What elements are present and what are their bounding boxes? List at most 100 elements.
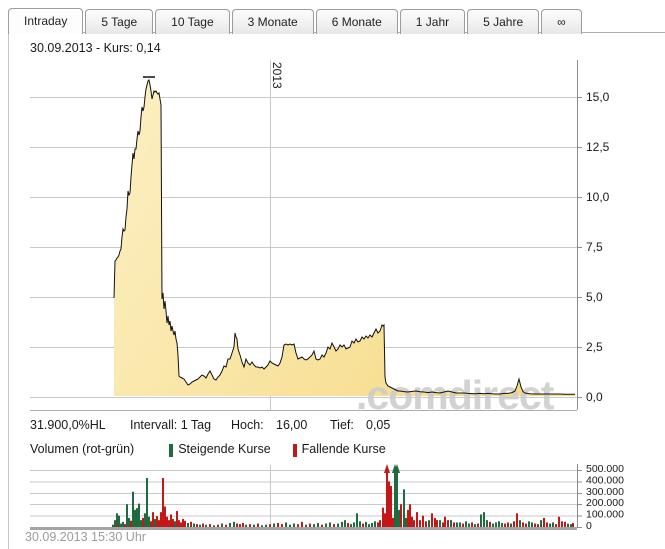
volume-bar bbox=[510, 523, 512, 527]
volume-bar bbox=[382, 507, 384, 527]
volume-bar bbox=[225, 524, 227, 527]
volume-bar bbox=[398, 509, 400, 527]
volume-bar bbox=[138, 503, 140, 527]
volume-bar bbox=[112, 524, 114, 527]
volume-bar bbox=[281, 524, 283, 527]
price-tick-label: 15,0 bbox=[586, 90, 610, 104]
tab-1-jahr[interactable]: 1 Jahr bbox=[399, 9, 466, 34]
volume-bar bbox=[444, 516, 446, 527]
volume-bar bbox=[293, 523, 295, 527]
tab-5-tage[interactable]: 5 Tage bbox=[85, 9, 154, 34]
volume-bar bbox=[442, 522, 444, 527]
volume-bar bbox=[384, 513, 386, 527]
volume-bar bbox=[184, 520, 186, 527]
volume-bar bbox=[486, 520, 488, 527]
tab-3-monate[interactable]: 3 Monate bbox=[231, 9, 314, 34]
volume-bar bbox=[465, 521, 467, 527]
timestamp-label: 30.09.2013 15:30 Uhr bbox=[25, 530, 146, 544]
volume-bar bbox=[572, 523, 574, 527]
price-tick-label: 12,5 bbox=[586, 140, 610, 154]
tab-6-monate[interactable]: 6 Monate bbox=[315, 9, 398, 34]
volume-bar bbox=[453, 522, 455, 527]
volume-bar bbox=[403, 489, 405, 527]
volume-bar bbox=[537, 524, 539, 527]
volume-bar bbox=[489, 521, 491, 527]
tab-5-jahre[interactable]: 5 Jahre bbox=[467, 9, 540, 34]
volume-bar bbox=[439, 520, 441, 527]
volume-tick-label: 0 bbox=[586, 520, 592, 532]
volume-bar bbox=[253, 524, 255, 527]
volume-bar bbox=[176, 511, 178, 527]
volume-legend-title: Volumen (rot-grün) bbox=[30, 442, 135, 456]
volume-bar bbox=[405, 517, 407, 527]
year-label: 2013 bbox=[270, 62, 284, 89]
volume-bar bbox=[196, 524, 198, 527]
volume-bar bbox=[134, 509, 136, 527]
volume-bar bbox=[525, 523, 527, 527]
year-gridline-label: 2013 bbox=[270, 62, 284, 89]
volume-bar bbox=[431, 513, 433, 527]
volume-bar bbox=[174, 521, 176, 527]
volume-tick-label: 100.000 bbox=[586, 509, 624, 521]
volume-bar bbox=[450, 520, 452, 527]
volume-bar bbox=[245, 524, 247, 527]
volume-bar bbox=[333, 524, 335, 527]
volume-bar bbox=[132, 491, 134, 527]
volume-bar bbox=[492, 523, 494, 527]
volume-bar bbox=[495, 522, 497, 527]
volume-bar bbox=[390, 485, 392, 527]
volume-bars bbox=[112, 464, 574, 527]
volume-bar bbox=[317, 523, 319, 527]
volume-bar bbox=[130, 520, 132, 527]
volume-bar bbox=[368, 524, 370, 527]
volume-bar bbox=[158, 520, 160, 527]
volume-bar bbox=[534, 523, 536, 527]
volume-bar bbox=[359, 521, 361, 527]
tab-∞[interactable]: ∞ bbox=[541, 9, 582, 34]
volume-bar bbox=[337, 523, 339, 527]
volume-grid bbox=[30, 465, 577, 530]
volume-bar bbox=[456, 522, 458, 527]
volume-bar bbox=[297, 524, 299, 527]
tab-intraday[interactable]: Intraday bbox=[8, 8, 84, 34]
volume-bar bbox=[501, 523, 503, 527]
volume-bar bbox=[564, 521, 566, 527]
volume-bar bbox=[313, 524, 315, 527]
volume-overflow-arrow-icon bbox=[384, 464, 390, 473]
tab-10-tage[interactable]: 10 Tage bbox=[155, 9, 230, 34]
tab-bar: Intraday 5 Tage 10 Tage 3 Monate 6 Monate 1 J… bbox=[8, 8, 584, 34]
volume-bar bbox=[436, 520, 438, 527]
watermark: .comdirect bbox=[356, 372, 556, 418]
volume-bar bbox=[356, 513, 358, 527]
volume-bar bbox=[124, 524, 126, 527]
volume-bar bbox=[150, 521, 152, 527]
volume-bar bbox=[425, 521, 427, 527]
volume-bar bbox=[239, 524, 241, 527]
price-tick-label: 5,0 bbox=[586, 290, 603, 304]
falling-volume-label: Fallende Kurse bbox=[301, 442, 386, 456]
volume-bar bbox=[365, 521, 367, 527]
volume-bar bbox=[411, 516, 413, 527]
volume-tick-label: 300.000 bbox=[586, 486, 624, 498]
volume-bar bbox=[118, 515, 120, 527]
volume-bar bbox=[242, 523, 244, 527]
price-tick-label: 10,0 bbox=[586, 190, 610, 204]
rising-volume-label: Steigende Kurse bbox=[178, 442, 271, 456]
volume-bar bbox=[371, 523, 373, 527]
volume-bar-clipped bbox=[396, 472, 398, 527]
tief-value: 0,05 bbox=[366, 418, 391, 432]
price-grid bbox=[30, 60, 577, 411]
volume-bar bbox=[261, 525, 263, 527]
volume-bar bbox=[321, 524, 323, 527]
comdirect-watermark: .comdirect bbox=[356, 372, 555, 418]
volume-bar bbox=[519, 520, 521, 527]
volume-bar bbox=[152, 512, 154, 527]
interval-value: Intervall: 1 Tag bbox=[130, 418, 212, 432]
volume-bar bbox=[347, 523, 349, 527]
volume-bar bbox=[531, 522, 533, 527]
volume-bar bbox=[217, 524, 219, 527]
volume-bar bbox=[249, 524, 251, 527]
volume-bar bbox=[498, 521, 500, 527]
